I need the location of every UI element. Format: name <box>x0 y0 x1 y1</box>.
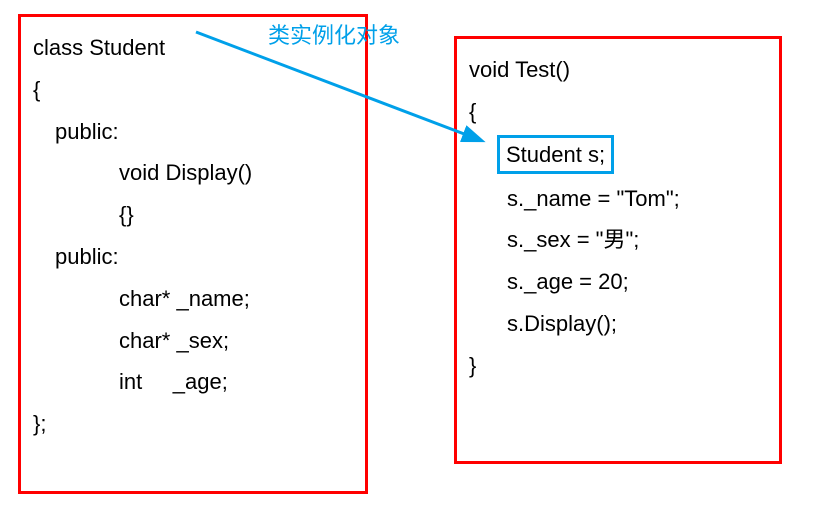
class-definition-box: class Student { public: void Display() {… <box>18 14 368 494</box>
test-function-box: void Test() { Student s; s._name = "Tom"… <box>454 36 782 464</box>
code-line: { <box>33 69 353 111</box>
code-line: char* _sex; <box>33 320 353 362</box>
code-line: {} <box>33 194 353 236</box>
code-line: s.Display(); <box>469 303 767 345</box>
code-line: int _age; <box>33 361 353 403</box>
code-line: s._name = "Tom"; <box>469 178 767 220</box>
code-line: void Test() <box>469 49 767 91</box>
code-line: public: <box>33 236 353 278</box>
code-line: }; <box>33 403 353 445</box>
code-line: s._age = 20; <box>469 261 767 303</box>
code-line: Student s; <box>506 138 605 171</box>
code-line: char* _name; <box>33 278 353 320</box>
code-line: } <box>469 345 767 387</box>
code-line: public: <box>33 111 353 153</box>
code-line: s._sex = "男"; <box>469 219 767 261</box>
arrow-label: 类实例化对象 <box>268 18 400 50</box>
code-line: { <box>469 91 767 133</box>
code-line: void Display() <box>33 152 353 194</box>
instantiation-highlight: Student s; <box>497 135 614 174</box>
